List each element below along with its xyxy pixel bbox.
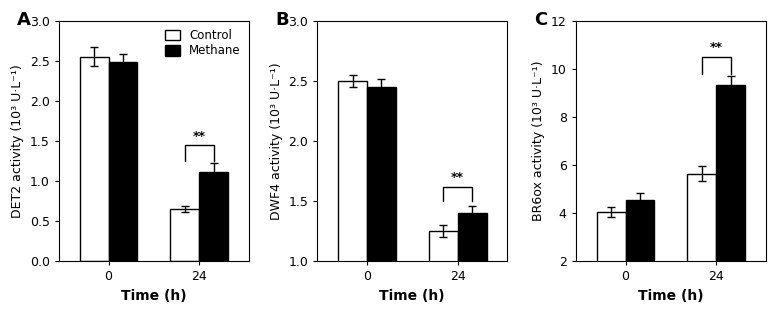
Bar <box>429 231 458 314</box>
Text: A: A <box>17 11 31 29</box>
Bar <box>716 84 745 309</box>
Legend: Control, Methane: Control, Methane <box>163 27 243 60</box>
Text: **: ** <box>193 130 206 143</box>
Bar <box>625 200 654 309</box>
Bar <box>79 57 109 261</box>
Bar <box>367 87 396 314</box>
Text: B: B <box>275 11 289 29</box>
Bar <box>597 212 625 309</box>
X-axis label: Time (h): Time (h) <box>379 289 445 303</box>
X-axis label: Time (h): Time (h) <box>638 289 704 303</box>
Bar <box>170 209 199 261</box>
Bar <box>109 62 138 261</box>
Bar <box>458 213 486 314</box>
Bar <box>687 174 716 309</box>
Bar <box>338 81 367 314</box>
Text: **: ** <box>451 171 464 184</box>
Bar <box>199 171 228 261</box>
Y-axis label: DWF4 activity (10³ U·L⁻¹): DWF4 activity (10³ U·L⁻¹) <box>270 62 283 220</box>
Y-axis label: DET2 activity (10³ U·L⁻¹): DET2 activity (10³ U·L⁻¹) <box>11 64 24 218</box>
Text: **: ** <box>709 41 723 54</box>
X-axis label: Time (h): Time (h) <box>121 289 186 303</box>
Y-axis label: BR6ox activity (10³ U·L⁻¹): BR6ox activity (10³ U·L⁻¹) <box>532 61 545 221</box>
Text: C: C <box>534 11 547 29</box>
